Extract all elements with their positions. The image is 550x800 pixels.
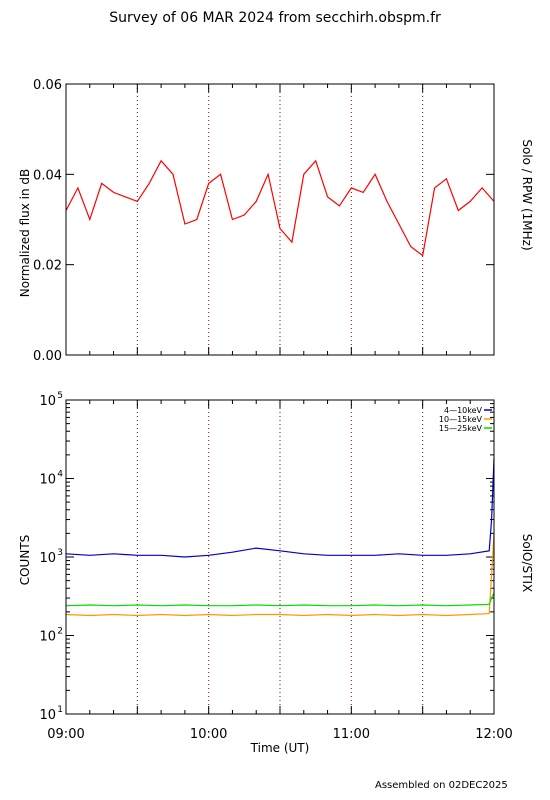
- rpw-y-axis-label: Normalized flux in dB: [18, 169, 32, 298]
- y-tick-label: 10: [39, 708, 56, 723]
- stix-series: [65, 592, 495, 607]
- y-tick-label: 0.06: [33, 78, 62, 93]
- page-title: Survey of 06 MAR 2024 from secchirh.obsp…: [109, 10, 441, 26]
- x-tick-label: 10:00: [190, 727, 227, 742]
- y-tick-exponent: 1: [57, 705, 63, 715]
- y-tick-exponent: 4: [57, 470, 63, 480]
- y-tick-label: 10: [39, 473, 56, 488]
- stix-plot-frame: [65, 399, 495, 715]
- x-tick-label: 11:00: [333, 727, 370, 742]
- y-tick-label: 0.04: [33, 168, 62, 183]
- rpw-instrument-label: Solo / RPW (1MHz): [520, 139, 534, 250]
- stix-series: [65, 458, 495, 558]
- y-tick-label: 10: [39, 630, 56, 645]
- stix-series: [65, 533, 495, 617]
- y-tick-label: 0.02: [33, 259, 62, 274]
- y-tick-label: 0.00: [33, 349, 62, 364]
- rpw-plot-frame: [65, 83, 495, 356]
- footer-assembled: Assembled on 02DEC2025: [375, 780, 508, 791]
- x-tick-label: 12:00: [475, 727, 512, 742]
- rpw-flux-series: [65, 159, 495, 257]
- y-tick-label: 10: [39, 551, 56, 566]
- y-tick-label: 10: [39, 394, 56, 409]
- y-tick-exponent: 2: [57, 627, 63, 637]
- stix-instrument-label: SolO/STIX: [520, 534, 534, 593]
- y-tick-exponent: 5: [57, 391, 63, 401]
- x-tick-label: 09:00: [47, 727, 84, 742]
- legend-label: 15—25keV: [439, 424, 483, 433]
- legend-label: 10—15keV: [439, 415, 483, 424]
- stix-y-axis-label: COUNTS: [18, 535, 32, 586]
- legend-label: 4—10keV: [444, 406, 483, 415]
- x-axis-label: Time (UT): [250, 741, 310, 755]
- y-tick-exponent: 3: [57, 548, 63, 558]
- rpw-panel: 0.00 0.02 0.04 0.06: [33, 78, 495, 364]
